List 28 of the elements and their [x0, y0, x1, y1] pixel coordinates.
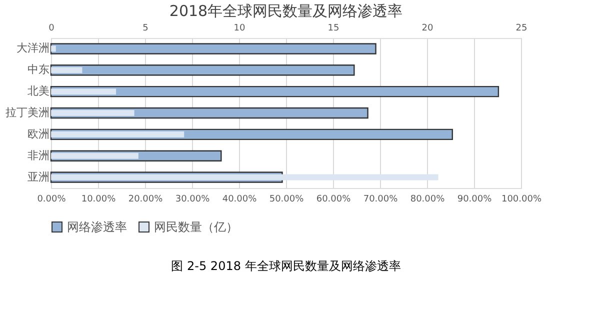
x-tick-label: 100.00%: [501, 194, 542, 204]
x-tick-label: 40.00%: [222, 194, 258, 204]
y-tick-label: 非洲: [28, 148, 50, 162]
x2-tick-label: 5: [142, 24, 148, 34]
x-tick-label: 70.00%: [363, 194, 398, 204]
x2-tick-label: 20: [422, 24, 434, 34]
legend-label: 网民数量（亿）: [154, 220, 238, 234]
y-tick-label: 亚洲: [28, 170, 50, 184]
caption: 图 2-5 2018 年全球网民数量及网络渗透率: [171, 259, 401, 273]
x-tick-label: 20.00%: [128, 194, 164, 204]
chart-title: 2018年全球网民数量及网络渗透率: [169, 2, 403, 20]
legend-label: 网络渗透率: [67, 220, 127, 234]
x-tick-label: 90.00%: [457, 194, 492, 204]
x2-tick-label: 25: [516, 24, 528, 34]
x-tick-label: 10.00%: [81, 194, 116, 204]
x-tick-label: 60.00%: [316, 194, 352, 204]
x-tick-label: 80.00%: [410, 194, 446, 204]
y-tick-label: 欧洲: [28, 127, 50, 140]
x2-tick-label: 0: [48, 24, 55, 34]
x-tick-label: 50.00%: [269, 194, 304, 204]
x2-tick-label: 10: [234, 24, 246, 34]
x-tick-label: 30.00%: [175, 194, 210, 204]
y-tick-label: 中东: [28, 63, 50, 76]
x2-tick-label: 15: [328, 24, 340, 34]
y-tick-label: 北美: [28, 84, 50, 98]
y-tick-label: 拉丁美洲: [6, 106, 50, 119]
y-tick-label: 大洋洲: [16, 42, 50, 55]
x-tick-label: 0.00%: [37, 194, 66, 204]
